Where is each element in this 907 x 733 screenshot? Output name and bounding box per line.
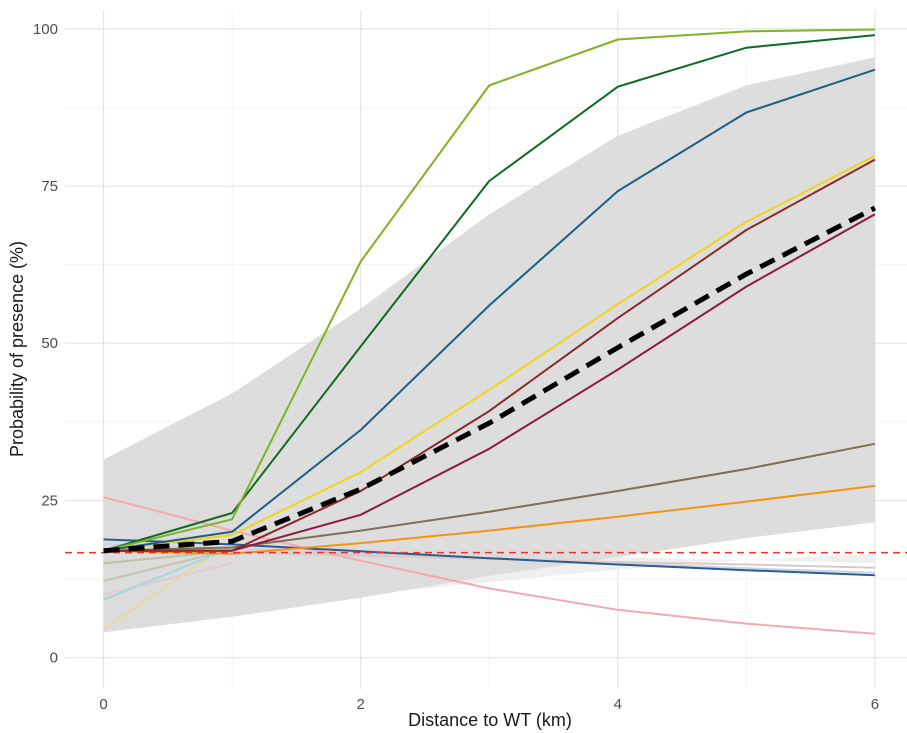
x-tick-label: 0 <box>99 696 107 713</box>
y-tick-label: 25 <box>41 492 58 509</box>
series-line <box>103 155 876 552</box>
series-line <box>103 28 875 552</box>
series-line <box>103 442 876 552</box>
series-line <box>103 546 233 601</box>
series-line <box>103 562 233 596</box>
y-tick-label: 100 <box>33 21 58 38</box>
ci-ribbon <box>103 57 875 633</box>
y-axis-title: Probability of presence (%) <box>7 241 27 457</box>
series-line <box>103 68 876 552</box>
y-tick-label: 0 <box>50 650 58 667</box>
series-line <box>103 548 233 582</box>
x-tick-label: 2 <box>356 696 364 713</box>
x-axis-title: Distance to WT (km) <box>408 710 572 730</box>
y-tick-labels: 0 25 50 75 100 <box>33 21 58 667</box>
y-tick-label: 75 <box>41 178 58 195</box>
series-lines <box>103 28 876 635</box>
series-line <box>103 538 875 577</box>
confidence-ribbon <box>103 57 875 633</box>
x-tick-labels: 0 2 4 6 <box>99 696 879 713</box>
series-line <box>103 34 875 552</box>
series-line <box>103 158 876 552</box>
mean-line <box>103 205 877 554</box>
series-line <box>103 484 876 555</box>
y-tick-label: 50 <box>41 335 58 352</box>
mean-line-path <box>103 205 877 554</box>
x-tick-label: 6 <box>871 696 879 713</box>
x-tick-label: 4 <box>614 696 622 713</box>
